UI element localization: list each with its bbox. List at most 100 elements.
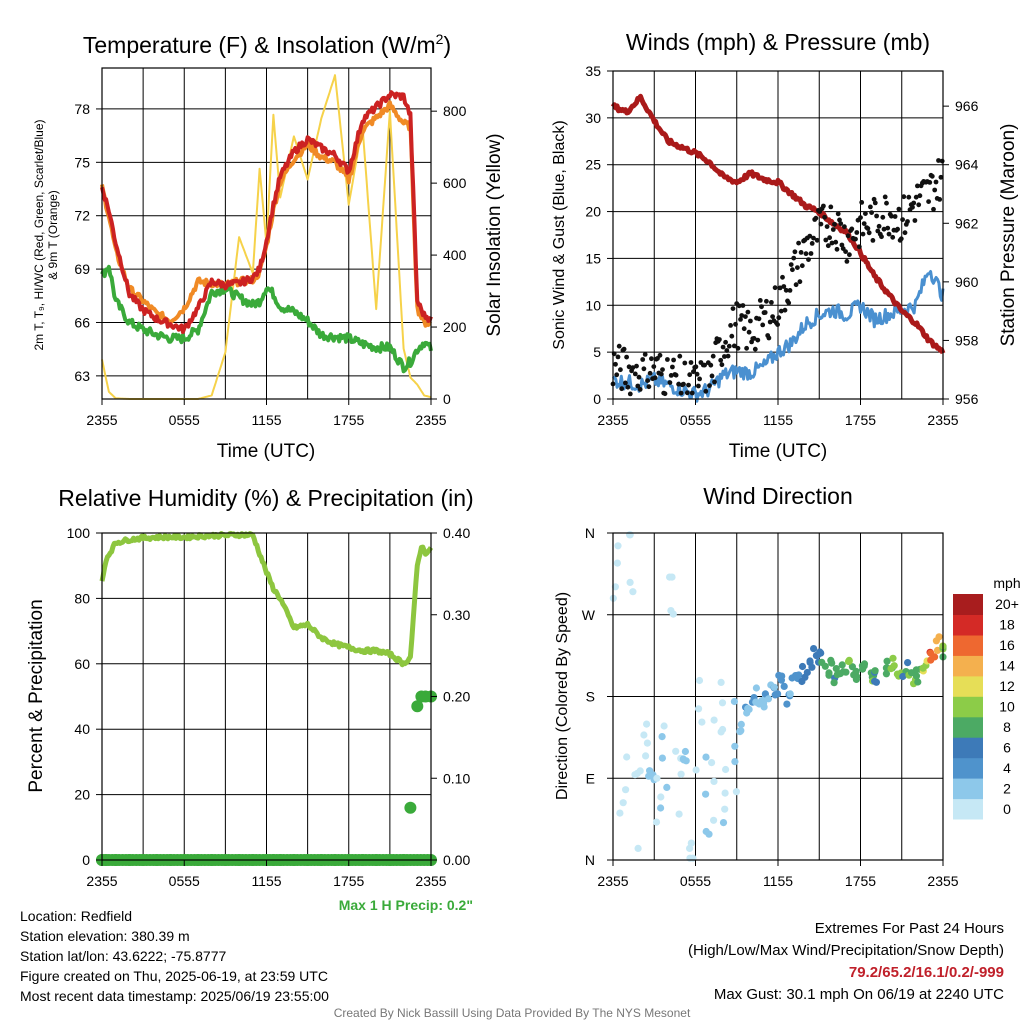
- gust-point: [726, 343, 732, 349]
- gust-point: [764, 298, 769, 304]
- direction-point: [795, 671, 803, 679]
- direction-point: [755, 700, 763, 708]
- gust-point: [615, 354, 621, 360]
- gust-point: [842, 224, 847, 230]
- direction-point: [710, 777, 718, 786]
- gust-point: [872, 200, 878, 206]
- gust-point: [806, 257, 811, 262]
- gust-point: [879, 234, 884, 240]
- precip-point: [411, 700, 424, 713]
- gust-point: [932, 187, 938, 193]
- gust-point: [725, 353, 731, 359]
- y-tick-label-right: 960: [955, 274, 979, 290]
- gust-point: [892, 214, 898, 219]
- gust-point: [757, 298, 763, 303]
- gust-point: [896, 206, 902, 212]
- humidity-right-ticks: 0.00 0.10 0.20 0.30 0.40: [431, 525, 470, 868]
- direction-point: [658, 754, 667, 762]
- colorbar-level-label: 6: [1003, 739, 1011, 755]
- colorbar-swatch: [953, 675, 983, 697]
- y-tick-label-left: 0: [82, 852, 90, 868]
- y-tick-label-left: 25: [585, 157, 601, 173]
- y-tick-label-right: 0.00: [443, 852, 470, 868]
- direction-point: [838, 661, 846, 669]
- extremes-subtitle: (High/Low/Max Wind/Precipitation/Snow De…: [688, 942, 1004, 959]
- gust-point: [876, 223, 882, 229]
- gust-point: [889, 213, 894, 219]
- direction-point: [613, 559, 622, 567]
- gust-point: [729, 333, 735, 339]
- temperature-ylabel-right: Solar Insolation (Yellow): [484, 133, 505, 336]
- gust-point: [627, 391, 633, 397]
- y-tick-label-left: 30: [585, 110, 601, 126]
- direction-point: [850, 671, 858, 679]
- dewpoint-line: [100, 264, 433, 374]
- colorbar-level-label: 16: [999, 637, 1015, 653]
- gust-point: [660, 367, 665, 372]
- direction-point: [839, 668, 847, 676]
- x-tick-label: 2355: [597, 412, 628, 428]
- gust-point: [798, 250, 804, 255]
- temp-2m-line: [100, 90, 433, 334]
- gust-point: [766, 335, 772, 341]
- gust-point: [687, 372, 693, 378]
- humidity-grid: [102, 533, 431, 860]
- gust-point: [885, 225, 891, 231]
- gust-point: [744, 345, 749, 351]
- direction-point: [692, 766, 700, 774]
- gust-point: [623, 380, 628, 386]
- direction-point: [616, 809, 624, 817]
- gust-point: [613, 361, 618, 367]
- direction-point: [783, 700, 791, 708]
- gust-point: [735, 345, 741, 351]
- gust-point: [795, 265, 800, 270]
- gust-point: [671, 357, 676, 363]
- direction-point: [695, 705, 703, 713]
- direction-point: [844, 657, 853, 666]
- direction-point: [882, 670, 891, 678]
- direction-point: [653, 774, 661, 782]
- colorbar-swatch: [953, 737, 983, 759]
- direction-point: [672, 747, 680, 755]
- gust-point: [830, 227, 836, 232]
- direction-point: [810, 645, 818, 653]
- gust-point: [814, 237, 820, 243]
- direction-point: [732, 788, 741, 796]
- x-tick-label: 0555: [169, 412, 200, 428]
- temperature-left-ticks: 63 66 69 72 75 78: [74, 101, 102, 384]
- gust-point: [886, 231, 892, 237]
- direction-point: [816, 648, 824, 656]
- gust-point: [832, 221, 837, 227]
- colorbar-swatch: [953, 634, 983, 656]
- direction-point: [640, 731, 648, 739]
- gust-point: [775, 322, 780, 327]
- gust-point: [858, 215, 863, 221]
- direction-point: [619, 799, 627, 807]
- gust-point: [709, 373, 715, 379]
- gust-point: [931, 206, 936, 212]
- y-tick-label-left: 5: [593, 344, 601, 360]
- gust-point: [854, 230, 860, 235]
- gust-point: [868, 204, 873, 210]
- gust-point: [849, 226, 855, 232]
- direction-point: [871, 677, 879, 685]
- gust-point: [835, 211, 841, 217]
- gust-point: [694, 371, 700, 377]
- direction-point: [718, 699, 727, 707]
- gust-point: [844, 259, 850, 264]
- gust-point: [777, 285, 783, 291]
- direction-point: [912, 672, 921, 680]
- max-precip-label: Max 1 H Precip: 0.2": [339, 897, 473, 913]
- gust-point: [626, 364, 632, 370]
- direction-point: [919, 664, 927, 672]
- gust-point: [630, 365, 636, 371]
- gust-point: [790, 267, 795, 273]
- gust-point: [813, 215, 819, 221]
- gust-point: [811, 235, 816, 241]
- gust-point: [736, 303, 742, 309]
- gust-point: [614, 372, 620, 378]
- gust-point: [665, 357, 670, 362]
- gust-point: [843, 249, 848, 255]
- gust-point: [939, 158, 945, 164]
